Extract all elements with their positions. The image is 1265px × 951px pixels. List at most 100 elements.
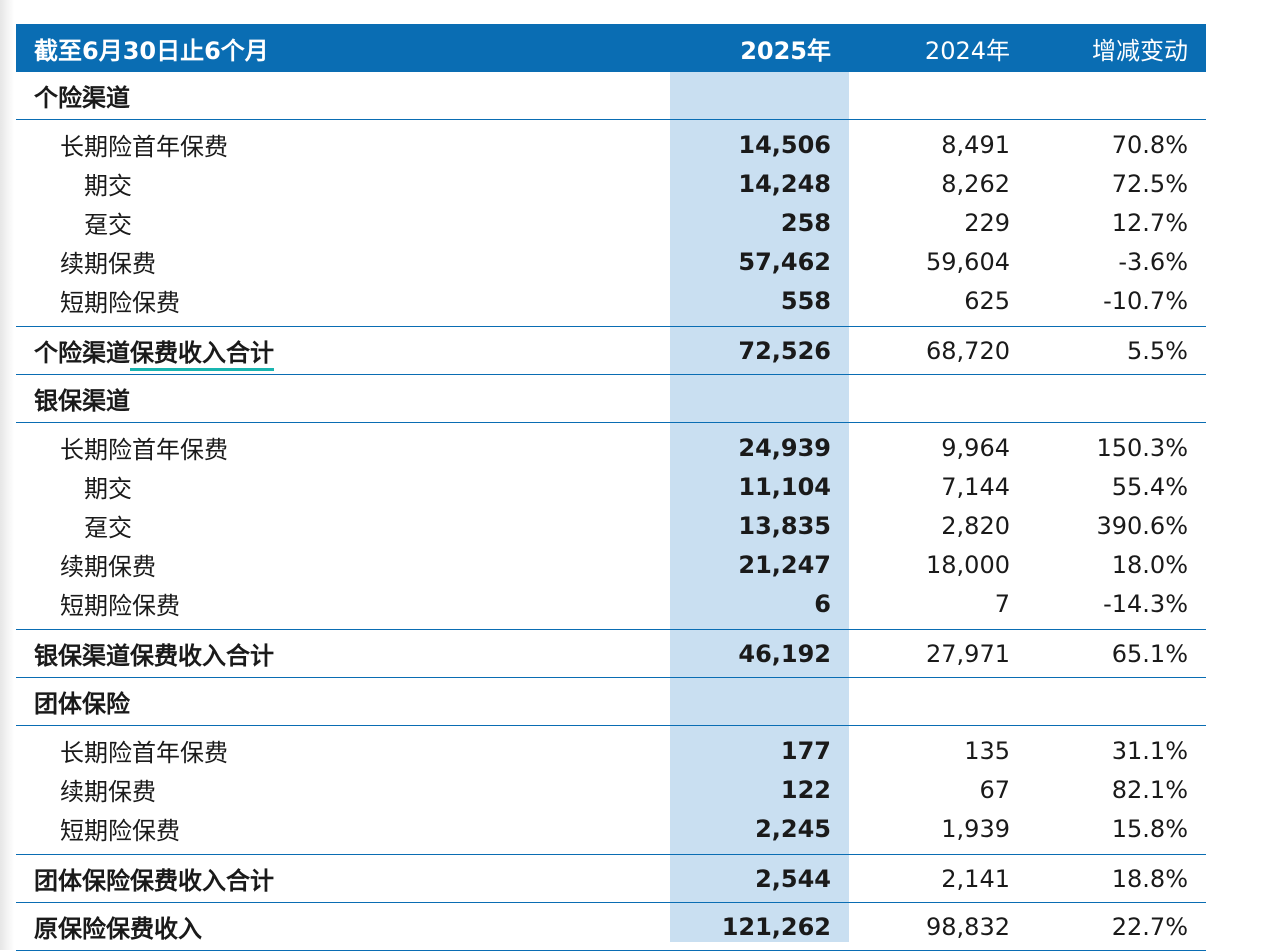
- table-row: 续期保费 21,247 18,000 18.0%: [16, 545, 1206, 584]
- subtotal-label: 银保渠道保费收入合计: [34, 642, 274, 670]
- row-label: 短期险保费: [60, 817, 180, 845]
- value-2024: 2,820: [941, 511, 1010, 540]
- subtotal-row-individual: 个险渠道保费收入合计 72,526 68,720 5.5%: [16, 326, 1206, 375]
- section-title: 银保渠道: [34, 387, 130, 415]
- subtotal-label-part-b: 保费收入合计: [130, 339, 274, 371]
- value-2025: 72,526: [738, 336, 831, 365]
- value-2024: 2,141: [941, 864, 1010, 893]
- value-2025: 14,506: [738, 130, 831, 159]
- value-change: 82.1%: [1111, 775, 1188, 804]
- value-2025: 122: [780, 775, 831, 804]
- value-change: 390.6%: [1096, 511, 1188, 540]
- header-2024: 2024年: [924, 36, 1010, 65]
- value-2025: 24,939: [738, 433, 831, 462]
- value-change: 150.3%: [1096, 433, 1188, 462]
- value-2024: 135: [964, 736, 1010, 765]
- value-2024: 18,000: [926, 550, 1010, 579]
- highlight-column-2025: [670, 72, 849, 942]
- row-label: 期交: [84, 475, 132, 503]
- subtotal-label-part-a: 个险渠道: [34, 339, 130, 367]
- value-2025: 57,462: [738, 247, 831, 276]
- header-change: 增减变动: [1092, 36, 1188, 65]
- value-2025: 21,247: [738, 550, 831, 579]
- value-2024: 625: [964, 286, 1010, 315]
- table-row: 短期险保费 558 625 -10.7%: [16, 281, 1206, 326]
- value-change: -14.3%: [1103, 589, 1188, 618]
- header-period: 截至6月30日止6个月: [34, 36, 269, 65]
- table-header: 截至6月30日止6个月 2025年 2024年 增减变动: [16, 24, 1206, 72]
- row-label: 短期险保费: [60, 592, 180, 620]
- section-header-individual: 个险渠道: [16, 72, 1206, 120]
- table-row: 长期险首年保费 177 135 31.1%: [16, 726, 1206, 770]
- row-label: 短期险保费: [60, 289, 180, 317]
- value-2025: 2,245: [755, 814, 831, 843]
- table-row: 期交 11,104 7,144 55.4%: [16, 467, 1206, 506]
- page-edge-shadow: [0, 0, 14, 950]
- value-change: 65.1%: [1111, 639, 1188, 668]
- section-title: 团体保险: [34, 690, 130, 718]
- value-2025: 177: [780, 736, 831, 765]
- table-row: 长期险首年保费 14,506 8,491 70.8%: [16, 120, 1206, 164]
- value-change: 70.8%: [1111, 130, 1188, 159]
- value-change: 72.5%: [1111, 169, 1188, 198]
- premium-table: 截至6月30日止6个月 2025年 2024年 增减变动 个险渠道 长期险首年保…: [16, 24, 1206, 951]
- section-title: 个险渠道: [34, 84, 130, 112]
- value-change: 55.4%: [1111, 472, 1188, 501]
- row-label: 续期保费: [60, 778, 156, 806]
- value-change: 15.8%: [1111, 814, 1188, 843]
- value-2024: 68,720: [926, 336, 1010, 365]
- table-row: 长期险首年保费 24,939 9,964 150.3%: [16, 423, 1206, 467]
- value-2024: 67: [979, 775, 1010, 804]
- subtotal-label: 个险渠道保费收入合计: [16, 333, 670, 371]
- value-2025: 14,248: [738, 169, 831, 198]
- row-label: 趸交: [84, 211, 132, 239]
- grand-total-row: 原保险保费收入 121,262 98,832 22.7%: [16, 903, 1206, 951]
- value-2024: 27,971: [926, 639, 1010, 668]
- value-2024: 8,262: [941, 169, 1010, 198]
- value-2024: 7,144: [941, 472, 1010, 501]
- value-2025: 558: [780, 286, 831, 315]
- row-label: 长期险首年保费: [60, 133, 228, 161]
- section-header-group: 团体保险: [16, 678, 1206, 726]
- subtotal-row-group: 团体保险保费收入合计 2,544 2,141 18.8%: [16, 854, 1206, 903]
- value-change: -3.6%: [1118, 247, 1188, 276]
- value-2025: 11,104: [738, 472, 831, 501]
- value-2024: 1,939: [941, 814, 1010, 843]
- value-change: 5.5%: [1127, 336, 1188, 365]
- row-label: 趸交: [84, 514, 132, 542]
- header-2025: 2025年: [740, 36, 831, 65]
- value-2025: 258: [780, 208, 831, 237]
- value-2025: 6: [814, 589, 831, 618]
- value-change: 22.7%: [1111, 912, 1188, 941]
- value-change: 18.8%: [1111, 864, 1188, 893]
- value-2024: 59,604: [926, 247, 1010, 276]
- row-label: 长期险首年保费: [60, 739, 228, 767]
- value-2024: 229: [964, 208, 1010, 237]
- value-2025: 13,835: [738, 511, 831, 540]
- table-row: 续期保费 122 67 82.1%: [16, 770, 1206, 809]
- table-row: 趸交 258 229 12.7%: [16, 203, 1206, 242]
- table-row: 短期险保费 2,245 1,939 15.8%: [16, 809, 1206, 854]
- value-change: 18.0%: [1111, 550, 1188, 579]
- value-change: -10.7%: [1103, 286, 1188, 315]
- row-label: 续期保费: [60, 250, 156, 278]
- table-row: 短期险保费 6 7 -14.3%: [16, 584, 1206, 629]
- row-label: 期交: [84, 172, 132, 200]
- subtotal-row-bancassurance: 银保渠道保费收入合计 46,192 27,971 65.1%: [16, 629, 1206, 678]
- value-2024: 8,491: [941, 130, 1010, 159]
- value-2024: 9,964: [941, 433, 1010, 462]
- row-label: 长期险首年保费: [60, 436, 228, 464]
- grand-total-label: 原保险保费收入: [34, 915, 202, 943]
- value-change: 12.7%: [1111, 208, 1188, 237]
- value-2025: 46,192: [738, 639, 831, 668]
- value-2025: 2,544: [755, 864, 831, 893]
- value-2025: 121,262: [721, 912, 831, 941]
- table-row: 趸交 13,835 2,820 390.6%: [16, 506, 1206, 545]
- row-label: 续期保费: [60, 553, 156, 581]
- table-row: 续期保费 57,462 59,604 -3.6%: [16, 242, 1206, 281]
- value-2024: 98,832: [926, 912, 1010, 941]
- subtotal-label: 团体保险保费收入合计: [34, 867, 274, 895]
- value-change: 31.1%: [1111, 736, 1188, 765]
- value-2024: 7: [994, 589, 1010, 618]
- table-row: 期交 14,248 8,262 72.5%: [16, 164, 1206, 203]
